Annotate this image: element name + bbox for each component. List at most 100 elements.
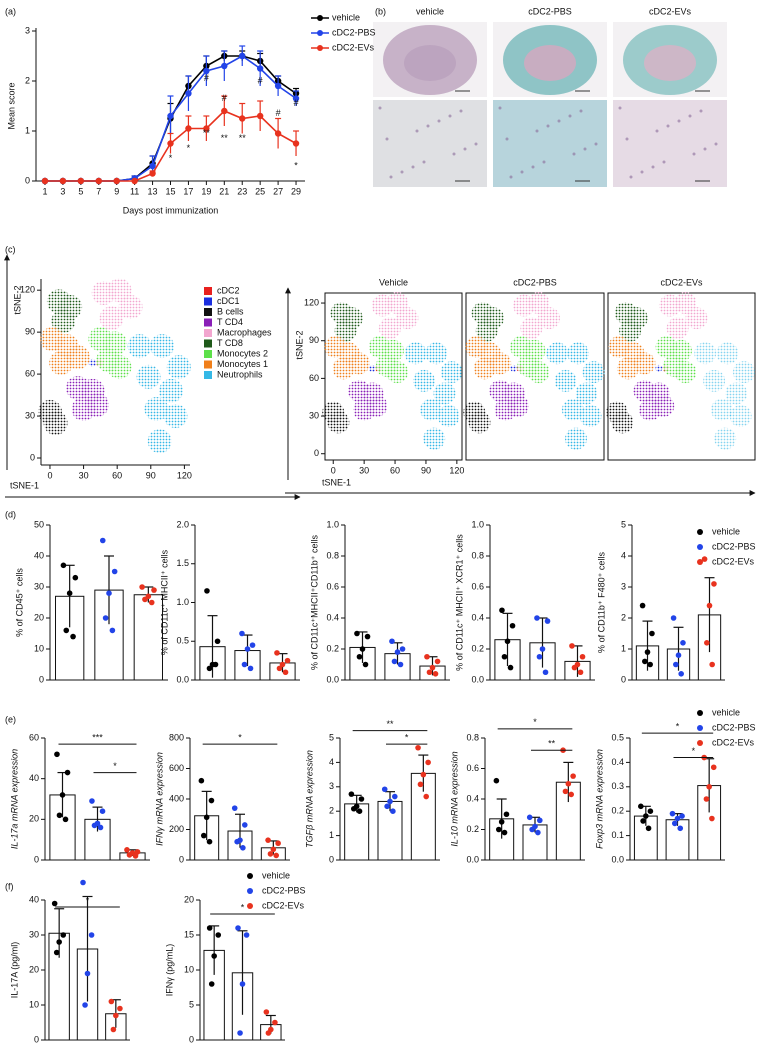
y-tick-label: 40 (29, 894, 39, 904)
data-point (423, 793, 430, 800)
data-point (509, 622, 516, 629)
cluster (611, 411, 634, 434)
cell (677, 119, 681, 123)
data-point (111, 568, 118, 575)
data-point (167, 140, 174, 147)
data-point (139, 584, 145, 590)
x-tick-label: 60 (390, 465, 400, 475)
panel-label: (f) (5, 881, 14, 891)
annotation: # (222, 93, 227, 103)
data-point (108, 998, 115, 1005)
annotation: ** (239, 133, 247, 143)
data-point (215, 932, 222, 938)
y-tick-label: 1.0 (326, 519, 339, 529)
legend-label: Macrophages (217, 327, 272, 337)
significance-label: ** (386, 719, 394, 729)
data-point (249, 642, 256, 648)
x-tick-label: 29 (291, 186, 301, 196)
data-point (51, 900, 58, 907)
significance-label: * (533, 717, 537, 727)
cell (385, 137, 389, 141)
x-tick-label: 17 (183, 186, 193, 196)
data-point (132, 853, 139, 859)
data-point (568, 791, 575, 798)
y-tick-label: 800 (169, 732, 184, 742)
y-axis-label: Foxp3 mRNA expression (594, 749, 604, 849)
legend-label: vehicle (262, 870, 290, 880)
data-point (66, 590, 73, 596)
cluster (423, 427, 446, 450)
legend-swatch (204, 308, 212, 316)
cell (463, 147, 467, 151)
cluster (652, 395, 675, 418)
data-point (265, 837, 271, 843)
y-axis-label: IFNγ (pg/mL) (164, 944, 174, 997)
data-point (389, 638, 395, 645)
cluster (567, 342, 590, 365)
data-point (498, 819, 505, 825)
cell (666, 124, 670, 128)
cluster (475, 319, 498, 342)
legend-label: vehicle (712, 707, 740, 717)
x-tick-label: 90 (146, 470, 156, 480)
data-point (151, 587, 157, 593)
cell (498, 106, 502, 110)
y-tick-label: 50 (34, 519, 44, 529)
data-point (675, 652, 682, 658)
data-point (429, 664, 436, 671)
cell (655, 129, 659, 133)
y-tick-label: 0.2 (611, 806, 624, 816)
data-point (703, 796, 710, 802)
panel-title: Vehicle (379, 277, 408, 287)
cell (415, 129, 419, 133)
cluster (579, 405, 602, 428)
data-point (237, 1030, 243, 1036)
y-tick-label: 4 (329, 757, 334, 767)
data-point (350, 805, 357, 812)
y-tick-label: 3 (25, 25, 30, 35)
cluster (538, 307, 561, 330)
cluster (440, 361, 463, 384)
data-point (239, 981, 246, 987)
cluster (527, 361, 550, 384)
bar (344, 803, 370, 861)
x-tick-label: 120 (449, 465, 464, 475)
x-tick-label: 11 (130, 186, 139, 196)
cluster (147, 429, 172, 454)
cluster (710, 398, 733, 421)
y-tick-label: 1 (329, 830, 334, 840)
data-point (669, 810, 676, 817)
cluster (327, 411, 350, 434)
data-point (674, 815, 681, 822)
column-title: cDC2-EVs (649, 6, 692, 16)
legend-swatch (204, 297, 212, 306)
y-tick-label: 30 (34, 581, 44, 591)
annotation: # (294, 98, 299, 108)
annotation: * (169, 153, 173, 163)
cluster (404, 342, 427, 365)
cluster (386, 361, 409, 384)
annotation: * (187, 143, 191, 153)
panel-title: cDC2-EVs (660, 277, 703, 287)
y-tick-label: 120 (304, 297, 319, 307)
cluster (473, 357, 496, 380)
data-point (677, 825, 684, 832)
cell (629, 175, 633, 179)
x-tick-label: 21 (219, 186, 229, 196)
cluster (334, 319, 357, 342)
data-point (420, 771, 427, 778)
cell (452, 152, 456, 156)
data-point (82, 1002, 88, 1008)
y-tick-label: 0 (34, 854, 39, 864)
legend-label: cDC2-PBS (332, 27, 376, 37)
data-point (434, 658, 441, 665)
y-tick-label: 90 (25, 327, 35, 337)
y-tick-label: 600 (169, 763, 184, 773)
data-point (425, 759, 431, 766)
cluster (51, 308, 76, 333)
cell (411, 165, 415, 169)
y-tick-label: 60 (29, 732, 39, 742)
y-tick-label: 0 (30, 452, 35, 462)
data-point (542, 669, 549, 676)
